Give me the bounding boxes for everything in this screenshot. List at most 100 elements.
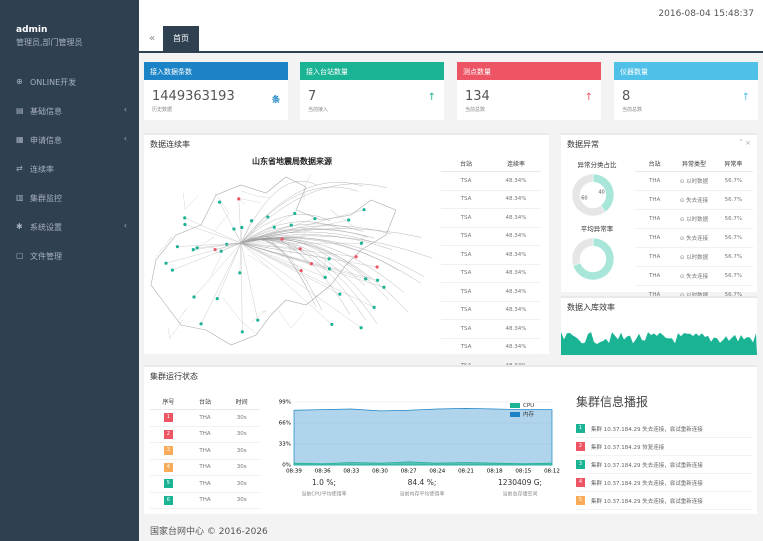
table-cell: 30s — [236, 431, 247, 438]
broadcast-title: 集群信息播报 — [576, 395, 649, 409]
map-flow — [240, 242, 258, 321]
map-dot — [237, 197, 241, 201]
stat-header — [300, 62, 444, 80]
table-cell: THA — [199, 447, 211, 454]
stat-title: 接入台站数量 — [306, 68, 348, 76]
menu-item[interactable]: ▥ 集群监控 — [0, 186, 139, 215]
table-cell: 30s — [236, 464, 247, 471]
map-dot — [240, 330, 244, 334]
stat-sub: 历史数据 — [152, 107, 173, 113]
table: 台站 异常类型 异常率 THA ⊙ 以时数据 56.7% THA ⊙ 失去连接 56.7% THA… — [635, 155, 753, 305]
table-cell: 48.34% — [505, 177, 527, 184]
broadcast-item: 5 集群 10.37.184.29 失去连接，尝试重新连接 — [576, 492, 752, 510]
map-dot — [372, 305, 376, 309]
stat-unit: 条 — [272, 95, 280, 104]
table-row: THA ⊙ 以时数据 56.7% — [635, 210, 753, 229]
broadcast-item: 3 集群 10.37.184.29 失去连接，尝试重新连接 — [576, 456, 752, 474]
map-dot — [232, 227, 236, 231]
map-dot — [359, 326, 363, 330]
table-cell: THA — [199, 414, 211, 421]
panel-tools[interactable]: ˄ × — [739, 139, 751, 147]
map-flow — [240, 242, 326, 278]
table-cell: THA — [199, 480, 211, 487]
cell-text: THA — [649, 216, 661, 222]
cell-text: 56.7% — [724, 254, 743, 260]
menu-item[interactable]: ⇄ 连续率 — [0, 157, 139, 186]
user-role[interactable]: 管理员,部门管理员 — [16, 38, 83, 47]
datetime: 2016-08-04 15:48:37 — [658, 9, 754, 19]
x-tick-label: 08:39 — [286, 469, 302, 475]
broadcast-text: 集群 10.37.184.29 失去连接，尝试重新连接 — [591, 498, 703, 505]
sidebar: admin 管理员,部门管理员 ⊕ ONLINE开发 ▤ 基础信息 ‹ ▦ 申请信息 ‹ ⇄ 连续… — [0, 0, 139, 541]
table-cell: TSA — [460, 233, 472, 240]
table-cell: 30s — [236, 447, 247, 454]
map-flow — [240, 237, 371, 281]
menu-item[interactable]: ▤ 基础信息 ‹ — [0, 99, 139, 128]
map-dot — [240, 225, 244, 230]
stat-value: 8 — [622, 89, 631, 104]
map-dot — [289, 223, 293, 227]
pie-label: 60 — [581, 195, 587, 201]
menu-label: 系统设置 — [30, 223, 62, 232]
map-border — [155, 237, 172, 258]
map-dot — [347, 218, 351, 222]
table-cell: 56.7% — [714, 273, 753, 279]
broadcast-item: 2 集群 10.37.184.29 恢复连接 — [576, 438, 752, 456]
table-row: 1 THA 30s — [150, 410, 260, 427]
y-tick-label: 0% — [282, 463, 291, 469]
area — [293, 461, 553, 466]
y-tick-label: 33% — [279, 442, 291, 448]
map-flow — [184, 217, 242, 244]
table-cell: TSA — [460, 177, 472, 184]
map-dot — [164, 261, 168, 265]
map-flow — [233, 228, 242, 244]
map-border — [251, 310, 267, 323]
user-name: admin — [16, 25, 48, 35]
menu-item[interactable]: ▢ 文件管理 — [0, 244, 139, 273]
map-flow — [177, 242, 242, 247]
menu-item[interactable]: ⊕ ONLINE开发 — [0, 70, 139, 99]
table-row: 4 THA 30s — [150, 460, 260, 476]
map-dot — [323, 275, 327, 279]
table-cell: 48.34% — [505, 270, 527, 277]
map-dot — [280, 237, 284, 241]
x-tick-label: 08:36 — [315, 469, 331, 475]
menu-item[interactable]: ▦ 申请信息 ‹ — [0, 128, 139, 157]
table-cell: TSA — [460, 307, 472, 314]
table-row: TSA 48.34% — [441, 228, 541, 246]
broadcast-text: 集群 10.37.184.29 失去连接，尝试重新连接 — [591, 426, 703, 433]
table-header: 序号 台站 时间 — [150, 393, 260, 410]
x-tick-label: 08:15 — [515, 469, 531, 475]
cell-icon: ⊙ — [679, 217, 687, 223]
cell-icon: ⊙ — [679, 236, 687, 242]
table-cell: ⊙ 以时数据 — [674, 253, 713, 261]
stat-card: 测点数量 134 当前总数 ↑ — [457, 62, 601, 120]
column-header: 连续率 — [506, 160, 525, 168]
cell-icon: ⊙ — [679, 179, 687, 185]
tab-back[interactable]: « — [148, 33, 156, 44]
menu-icon: ⊕ — [16, 77, 23, 86]
table-row: TSA 48.34% — [441, 265, 541, 283]
table-cell: 4 — [150, 462, 187, 472]
y-tick-label: 66% — [279, 421, 291, 427]
table-row: THA ⊙ 失去连接 56.7% — [635, 229, 753, 248]
cell-text: 以时数据 — [686, 179, 709, 185]
map-dot — [192, 295, 196, 299]
map-flow — [165, 242, 242, 264]
metric-label: 当前内存平均使用率 — [399, 491, 444, 498]
cell-text: 56.7% — [724, 273, 743, 279]
map-dot — [327, 267, 332, 271]
map-flow — [240, 227, 275, 244]
stat-header — [457, 62, 601, 80]
table-cell: 48.34% — [505, 344, 527, 351]
menu-item[interactable]: ✱ 系统设置 ‹ — [0, 215, 139, 244]
menu-icon: ▦ — [16, 135, 24, 144]
table-cell: TSA — [460, 214, 472, 221]
map-flow — [240, 238, 283, 244]
table-cell: TSA — [460, 288, 472, 295]
tab[interactable]: 首页 — [163, 26, 199, 51]
menu-icon: ▢ — [16, 251, 24, 260]
table-cell: TSA — [460, 196, 472, 203]
column-header: 台站 — [199, 398, 212, 406]
